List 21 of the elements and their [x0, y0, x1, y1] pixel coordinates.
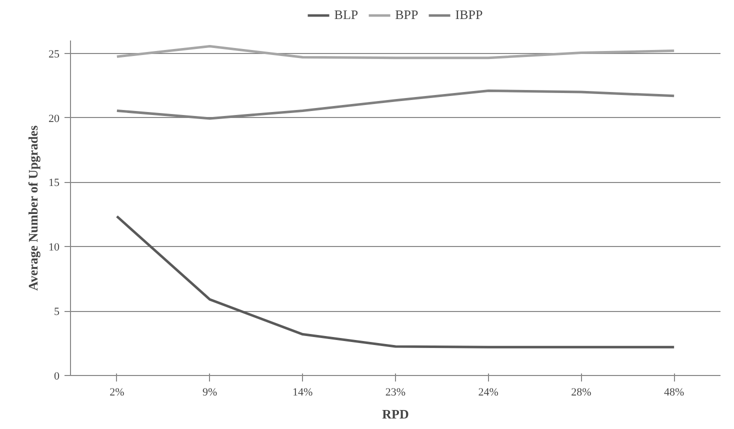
y-tick-label: 20	[48, 112, 60, 125]
line-series	[116, 215, 676, 348]
legend-label: IBPP	[455, 7, 483, 23]
line-series	[116, 90, 676, 120]
legend-label: BPP	[395, 7, 418, 23]
x-tick-label: 2%	[110, 386, 124, 398]
y-tick-label: 0	[54, 370, 60, 382]
y-tick-label: 15	[48, 177, 60, 190]
x-tick-label: 14%	[292, 386, 313, 398]
legend-label: BLP	[334, 7, 358, 23]
x-tick-label: 24%	[478, 386, 498, 398]
x-tick-label: 48%	[664, 386, 684, 398]
x-axis-title: RPD	[382, 406, 409, 422]
x-tick-label: 9%	[202, 386, 218, 398]
x-tick-label: 28%	[571, 386, 592, 398]
y-tick-label: 25	[48, 48, 60, 60]
y-tick-label: 10	[48, 242, 60, 254]
y-axis-title: Average Number of Upgrades	[26, 125, 40, 291]
x-tick-label: 23%	[385, 386, 406, 398]
y-tick-label: 5	[54, 306, 60, 318]
line-series	[116, 45, 676, 60]
